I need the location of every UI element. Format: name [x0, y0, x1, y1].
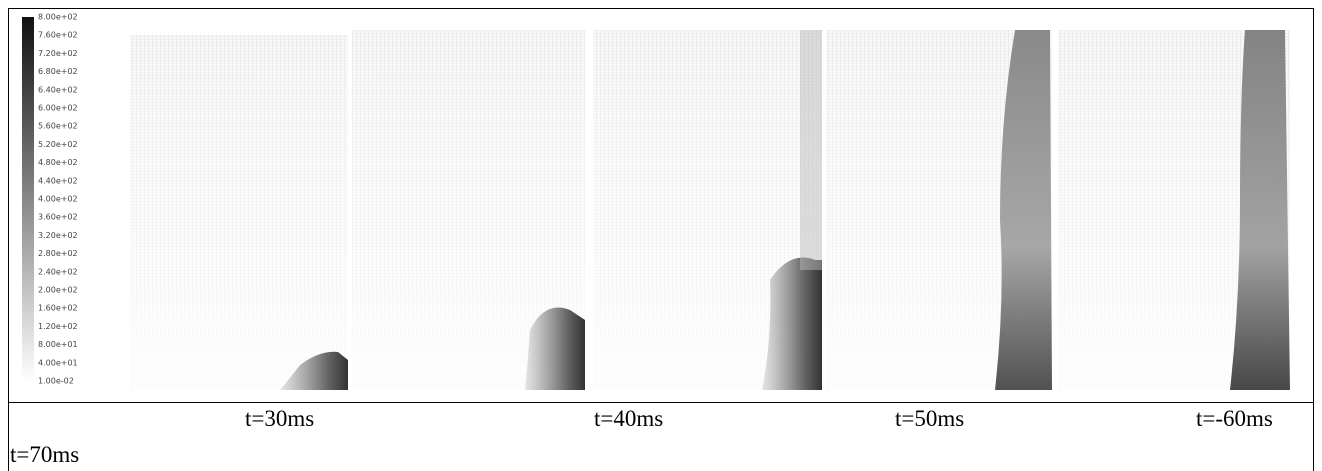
colorbar-label: 2.40e+02: [38, 267, 78, 276]
colorbar-label: 4.00e+01: [38, 358, 78, 367]
figure-frame: [8, 8, 1314, 471]
colorbar-label: 6.80e+02: [38, 67, 78, 76]
colorbar-label: 2.80e+02: [38, 249, 78, 258]
colorbar-label: 6.00e+02: [38, 104, 78, 113]
simulation-image: 8.00e+02 7.60e+02 7.20e+02 6.80e+02 6.40e+02…: [22, 13, 1290, 390]
caption: t=70ms: [10, 442, 80, 467]
colorbar-label: 3.60e+02: [38, 213, 78, 222]
colorbar-label: 4.40e+02: [38, 176, 78, 185]
caption: t=30ms: [245, 406, 315, 431]
panels: [130, 30, 1290, 390]
colorbar-label: 7.60e+02: [38, 31, 78, 40]
caption: t=40ms: [594, 406, 664, 431]
divider: [8, 402, 1314, 403]
colorbar-label: 4.00e+02: [38, 195, 78, 204]
colorbar-label: 1.20e+02: [38, 322, 78, 331]
colorbar-label: 5.60e+02: [38, 122, 78, 131]
colorbar-label: 1.00e-02: [38, 377, 74, 386]
colorbar: [22, 17, 34, 382]
caption: t=50ms: [895, 406, 965, 431]
colorbar-label: 3.20e+02: [38, 231, 78, 240]
colorbar-label: 8.00e+01: [38, 340, 78, 349]
colorbar-label: 6.40e+02: [38, 85, 78, 94]
caption: t=-60ms: [1196, 406, 1273, 431]
colorbar-label: 1.60e+02: [38, 304, 78, 313]
colorbar-label: 4.80e+02: [38, 158, 78, 167]
colorbar-label: 8.00e+02: [38, 13, 78, 22]
colorbar-label: 2.00e+02: [38, 286, 78, 295]
colorbar-label: 7.20e+02: [38, 49, 78, 58]
colorbar-label: 5.20e+02: [38, 140, 78, 149]
